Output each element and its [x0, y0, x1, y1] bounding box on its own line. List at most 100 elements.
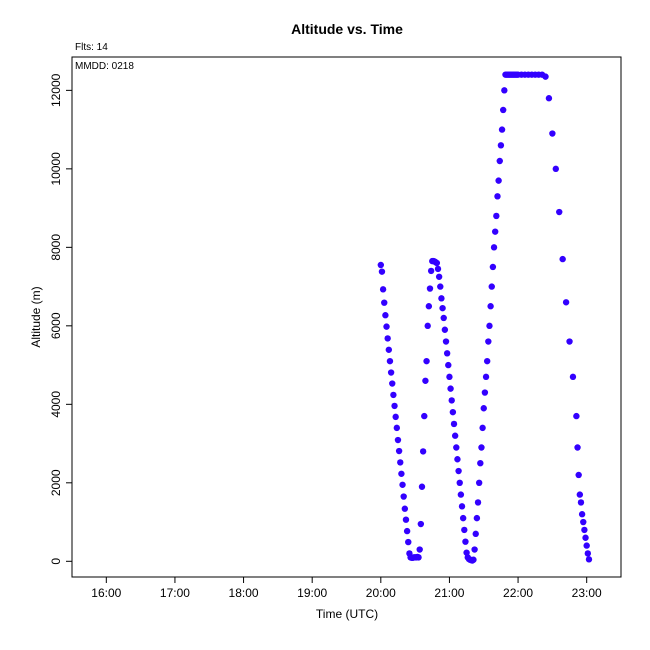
data-point	[419, 448, 427, 455]
y-axis-label: Altitude (m)	[29, 286, 43, 347]
x-tick-label: 16:00	[91, 586, 121, 600]
data-point	[394, 436, 402, 444]
data-point	[475, 479, 483, 487]
data-point	[566, 338, 573, 345]
x-tick-label: 21:00	[434, 586, 464, 600]
data-point	[386, 357, 394, 365]
data-point	[486, 322, 493, 330]
data-point	[399, 481, 406, 488]
data-point	[403, 527, 411, 535]
y-tick-label: 0	[49, 558, 63, 565]
data-point	[426, 285, 434, 292]
data-point	[454, 456, 461, 463]
data-point	[421, 412, 428, 420]
data-point	[581, 526, 588, 534]
data-point	[442, 338, 450, 345]
data-point	[381, 299, 388, 306]
data-point	[499, 106, 507, 114]
x-axis: 16:00 17:00 18:00 19:00 20:00 21:00 22:00 23:00	[91, 577, 602, 600]
data-point	[425, 303, 433, 310]
data-point	[462, 538, 469, 545]
data-point	[418, 483, 426, 490]
y-tick-label: 10000	[49, 152, 63, 186]
data-point	[453, 444, 460, 451]
data-point	[485, 338, 492, 345]
data-point	[446, 373, 453, 381]
data-point	[434, 265, 442, 273]
data-point	[384, 335, 391, 342]
data-point	[498, 126, 506, 133]
data-point	[449, 408, 457, 416]
data-point	[501, 87, 508, 94]
data-point	[391, 402, 398, 410]
data-point	[443, 350, 451, 357]
data-point	[441, 326, 449, 333]
data-point	[405, 538, 412, 546]
data-point	[438, 295, 445, 302]
data-point	[401, 505, 409, 512]
data-point	[455, 467, 462, 475]
data-point	[424, 322, 431, 330]
data-point	[478, 444, 485, 451]
data-point	[395, 447, 403, 455]
data-point	[577, 499, 585, 506]
data-point	[457, 491, 465, 498]
data-point	[445, 361, 452, 369]
data-point	[461, 526, 468, 534]
plot-frame	[71, 56, 622, 578]
x-tick-label: 20:00	[366, 586, 396, 600]
data-point	[459, 514, 467, 522]
data-point	[574, 444, 581, 451]
data-point	[562, 299, 570, 306]
data-point	[559, 255, 566, 263]
y-axis: 0 2000 4000 6000 8000 10000 12000	[49, 73, 72, 565]
data-point	[489, 263, 497, 271]
data-point	[556, 208, 563, 216]
data-point	[378, 268, 386, 275]
chart-title: Altitude vs. Time	[291, 21, 403, 37]
data-point	[488, 283, 495, 290]
data-point	[447, 385, 454, 392]
data-point	[398, 470, 405, 477]
data-point	[387, 369, 395, 376]
data-point	[576, 491, 584, 498]
data-point	[379, 286, 387, 293]
data-point	[585, 556, 593, 563]
data-point	[473, 514, 481, 522]
data-point	[451, 432, 459, 439]
data-point	[552, 165, 560, 173]
data-point	[495, 177, 502, 184]
x-tick-label: 18:00	[229, 586, 259, 600]
x-tick-label: 17:00	[160, 586, 190, 600]
data-point	[545, 95, 553, 102]
data-point	[389, 380, 396, 387]
data-point	[427, 267, 435, 275]
data-point	[493, 212, 500, 220]
data-point	[448, 397, 455, 404]
data-point	[580, 518, 587, 526]
data-point	[542, 73, 549, 80]
x-tick-label: 19:00	[297, 586, 327, 600]
data-point	[471, 546, 478, 553]
y-tick-label: 4000	[49, 391, 63, 418]
data-point	[584, 550, 592, 557]
data-point	[549, 130, 556, 137]
y-tick-label: 6000	[49, 312, 63, 339]
data-point	[433, 259, 441, 267]
data-point	[390, 391, 397, 399]
data-point	[423, 357, 430, 365]
data-point	[417, 520, 425, 528]
data-point	[474, 499, 482, 506]
data-point	[393, 424, 401, 432]
data-point	[583, 542, 590, 549]
data-point	[456, 479, 463, 487]
data-point	[487, 303, 494, 310]
data-point	[450, 420, 458, 428]
data-point	[575, 471, 582, 479]
y-tick-label: 12000	[49, 73, 63, 107]
data-point	[439, 304, 446, 312]
x-tick-label: 22:00	[503, 586, 533, 600]
data-point	[382, 312, 389, 319]
data-points	[377, 71, 593, 564]
